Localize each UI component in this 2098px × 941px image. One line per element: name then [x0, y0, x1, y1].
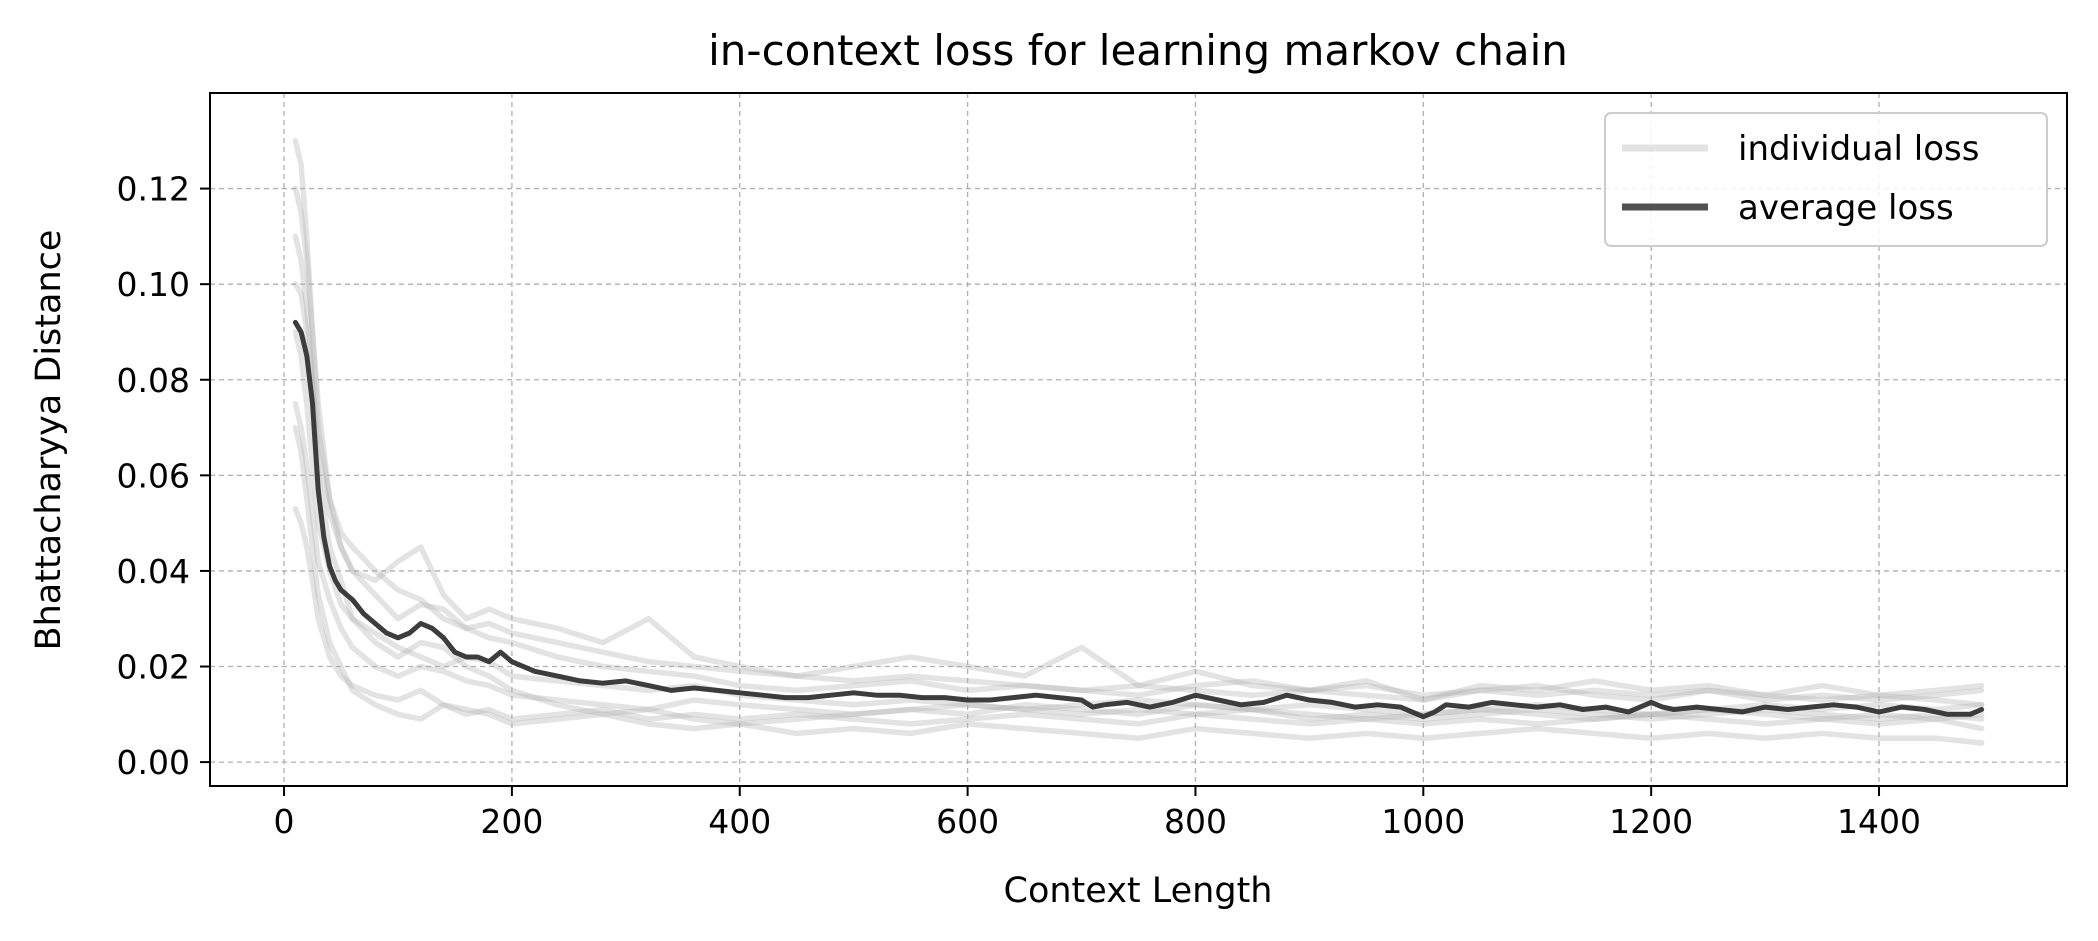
y-axis-title: Bhattacharyya Distance: [29, 230, 69, 651]
y-tick-label: 0.08: [117, 361, 190, 400]
y-tick-label: 0.10: [117, 265, 190, 304]
series-line-individual-loss-4: [292, 281, 1985, 703]
series-line-individual-loss-7: [292, 329, 1985, 718]
series-line-average-loss: [292, 319, 1985, 720]
x-tick-label: 200: [480, 802, 543, 841]
series-line-individual-loss-6: [292, 185, 1985, 708]
series-line-individual-loss-1: [292, 138, 1985, 703]
x-tick-label: 600: [936, 802, 999, 841]
legend: individual loss average loss: [1604, 112, 2048, 247]
x-tick-label: 1000: [1381, 802, 1465, 841]
x-tick-label: 800: [1164, 802, 1227, 841]
y-tick-label: 0.02: [117, 648, 190, 687]
series-line-individual-loss-8: [292, 400, 1985, 732]
y-tick-label: 0.12: [117, 170, 190, 209]
legend-label-average: average loss: [1738, 188, 1954, 228]
legend-label-individual: individual loss: [1738, 129, 1980, 169]
y-tick-label: 0.04: [117, 552, 190, 591]
y-tick-label: 0.00: [117, 743, 190, 782]
y-tick-label: 0.06: [117, 456, 190, 495]
series-line-individual-loss-2: [292, 233, 1985, 727]
series-line-individual-loss-5: [292, 506, 1985, 727]
chart-title: in-context loss for learning markov chai…: [708, 26, 1568, 75]
x-axis-title: Context Length: [1004, 871, 1273, 911]
ticks: 0 200 400 600 800 1000 1200 1400 0.00 0.02 0.04 0.0…: [117, 170, 1921, 841]
grid: [210, 93, 2067, 786]
x-tick-label: 400: [708, 802, 771, 841]
legend-frame: [1604, 112, 2048, 247]
x-tick-label: 0: [274, 802, 295, 841]
plot-frame: [209, 92, 2068, 787]
series-layer: [292, 138, 1985, 746]
x-tick-label: 1400: [1837, 802, 1921, 841]
series-line-individual-loss-3: [292, 424, 1985, 746]
x-tick-label: 1200: [1609, 802, 1693, 841]
